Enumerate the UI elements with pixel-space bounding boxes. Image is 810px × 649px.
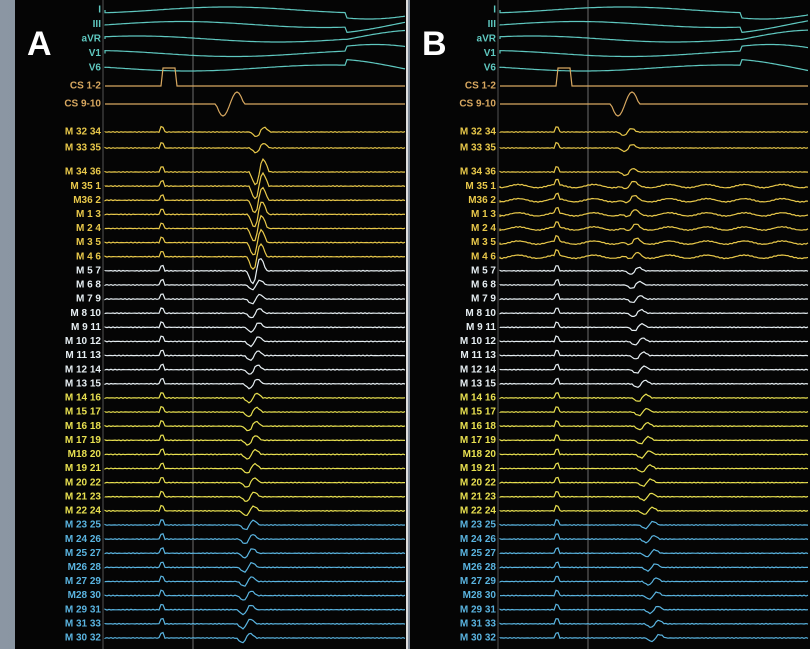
channel-label: M18 20	[68, 449, 102, 460]
channel-label: M 35 1	[70, 181, 101, 192]
channel-label: M 2 4	[76, 223, 101, 234]
channel-label: CS 1-2	[70, 81, 102, 92]
channel-label: M 19 21	[65, 463, 102, 474]
channel-label: M 24 26	[460, 534, 497, 545]
channel-label: M28 30	[463, 590, 497, 601]
channel-label: M 32 34	[65, 127, 102, 138]
channel-label: M 30 32	[460, 633, 497, 644]
channel-label: M36 2	[73, 195, 101, 206]
channel-label: M 6 8	[76, 280, 101, 291]
channel-label: M36 2	[468, 195, 496, 206]
channel-label: M 4 6	[76, 251, 101, 262]
channel-label: M 14 16	[65, 393, 102, 404]
channel-label: M 8 10	[70, 308, 101, 319]
channel-label: M 20 22	[65, 477, 102, 488]
channel-label: M 23 25	[460, 520, 497, 531]
channel-label: M 22 24	[65, 506, 102, 517]
channel-label: M 21 23	[460, 491, 497, 502]
channel-label: I	[493, 5, 496, 16]
channel-label: M 8 10	[465, 308, 496, 319]
channel-label: M 24 26	[65, 534, 102, 545]
channel-label: aVR	[82, 34, 102, 45]
channel-label: M 12 14	[460, 364, 497, 375]
channel-label: M 32 34	[460, 127, 497, 138]
channel-label: M 5 7	[76, 265, 101, 276]
channel-label: CS 9-10	[459, 99, 496, 110]
channel-label: CS 9-10	[64, 99, 101, 110]
channel-label: V1	[484, 48, 497, 59]
channel-label: V1	[89, 48, 102, 59]
channel-label: M 15 17	[460, 407, 497, 418]
panel-label: B	[422, 25, 447, 63]
channel-label: M 33 35	[65, 143, 102, 154]
channel-label: M 13 15	[460, 378, 497, 389]
channel-label: M 9 11	[71, 322, 101, 333]
channel-label: M 6 8	[471, 280, 496, 291]
channel-label: M 27 29	[460, 576, 497, 587]
channel-label: M 4 6	[471, 251, 496, 262]
channel-label: I	[98, 5, 101, 16]
channel-label: V6	[89, 63, 102, 74]
channel-label: M26 28	[68, 562, 102, 573]
channel-label: M 35 1	[465, 181, 496, 192]
channel-label: CS 1-2	[465, 81, 497, 92]
channel-label: M 10 12	[460, 336, 497, 347]
channel-label: M 16 18	[65, 421, 102, 432]
channel-label: M 2 4	[471, 223, 496, 234]
channel-label: M 34 36	[65, 167, 102, 178]
channel-label: M 11 13	[65, 350, 101, 361]
channel-label: M 17 19	[65, 435, 102, 446]
channel-label: M 14 16	[460, 393, 497, 404]
channel-label: aVR	[477, 34, 497, 45]
channel-label: M 21 23	[65, 491, 102, 502]
channel-label: M 7 9	[76, 294, 101, 305]
channel-label: M 30 32	[65, 633, 102, 644]
channel-label: M 13 15	[65, 378, 102, 389]
channel-label: V6	[484, 63, 497, 74]
channel-label: M 5 7	[471, 265, 496, 276]
channel-label: M 31 33	[460, 618, 497, 629]
channel-label: M 3 5	[471, 237, 496, 248]
channel-label: M 16 18	[460, 421, 497, 432]
channel-label: M 20 22	[460, 477, 497, 488]
channel-label: III	[93, 19, 102, 30]
channel-label: M 10 12	[65, 336, 102, 347]
channel-label: M 1 3	[76, 209, 101, 220]
channel-label: M28 30	[68, 590, 102, 601]
channel-label: M 12 14	[65, 364, 102, 375]
channel-label: M 22 24	[460, 506, 497, 517]
channel-label: M18 20	[463, 449, 497, 460]
channel-label: M 27 29	[65, 576, 102, 587]
channel-label: M 1 3	[471, 209, 496, 220]
panel-label: A	[27, 25, 52, 63]
channel-label: M 7 9	[471, 294, 496, 305]
channel-label: M26 28	[463, 562, 497, 573]
channel-label: M 11 13	[460, 350, 496, 361]
channel-label: M 25 27	[65, 548, 102, 559]
channel-label: M 33 35	[460, 143, 497, 154]
channel-label: M 9 11	[466, 322, 496, 333]
channel-label: M 17 19	[460, 435, 497, 446]
channel-label: III	[488, 19, 497, 30]
channel-label: M 31 33	[65, 618, 102, 629]
channel-label: M 29 31	[460, 604, 497, 615]
channel-label: M 3 5	[76, 237, 101, 248]
channel-label: M 25 27	[460, 548, 497, 559]
channel-label: M 23 25	[65, 520, 102, 531]
channel-label: M 19 21	[460, 463, 497, 474]
electrogram-figure: IIIIaVRV1V6CS 1-2CS 9-10M 32 34M 33 35M …	[0, 0, 810, 649]
channel-label: M 15 17	[65, 407, 102, 418]
channel-label: M 29 31	[65, 604, 102, 615]
channel-label: M 34 36	[460, 167, 497, 178]
